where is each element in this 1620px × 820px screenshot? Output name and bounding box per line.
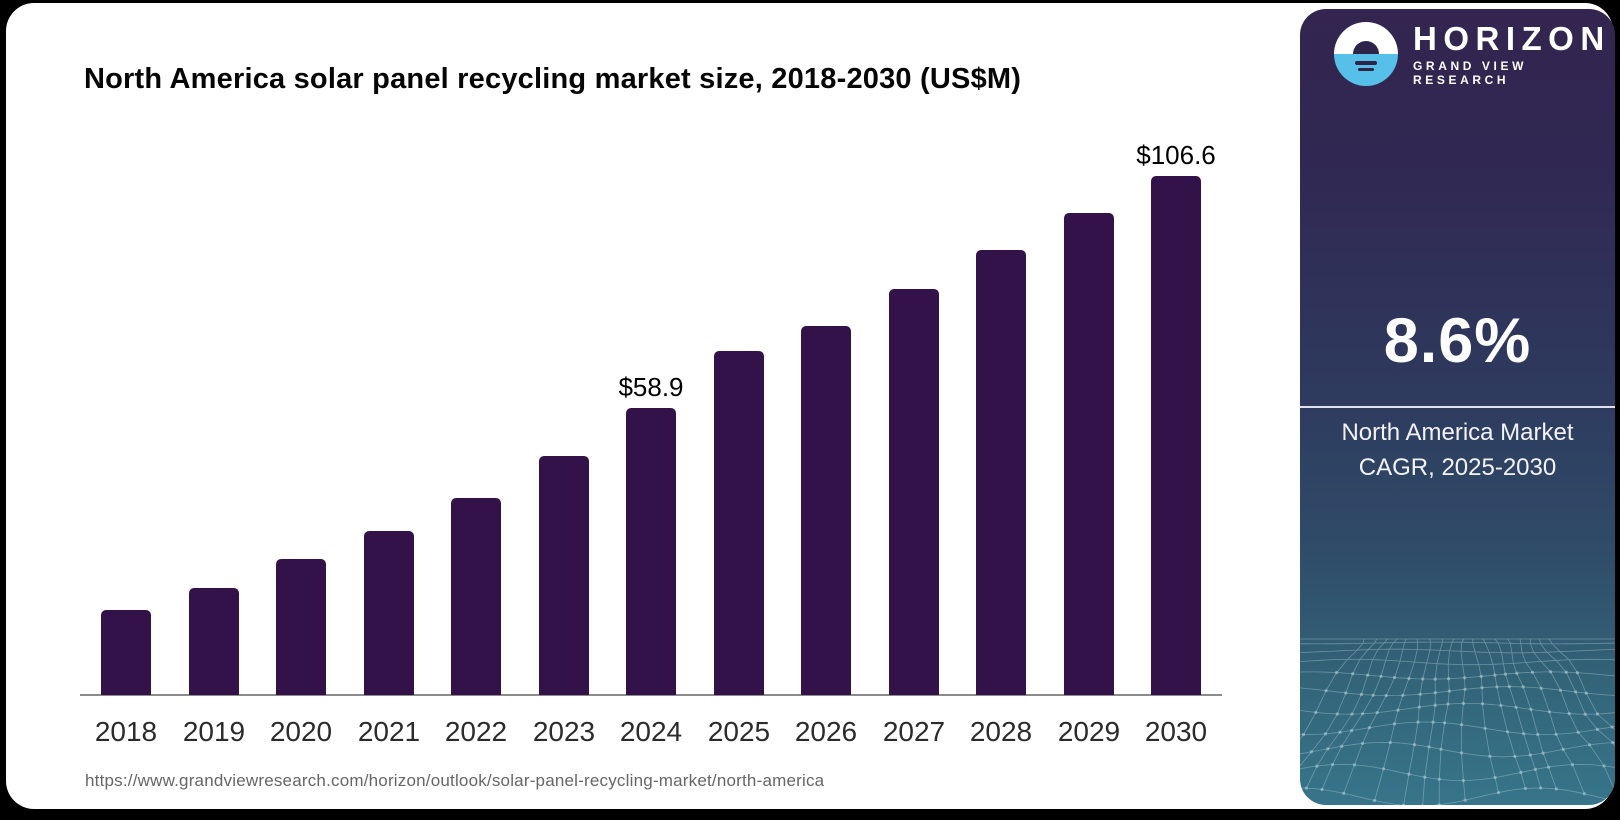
x-tick-2022: 2022: [444, 716, 508, 747]
bar-2023: [539, 456, 589, 695]
x-tick-2025: 2025: [707, 716, 771, 747]
sun-dome-icon: [1353, 41, 1379, 54]
sub-brand-name: GRAND VIEW RESEARCH: [1413, 59, 1527, 87]
chart-title: North America solar panel recycling mark…: [84, 63, 1022, 96]
sidebar-panel: HORIZON GRAND VIEW RESEARCH 8.6% North A…: [1300, 9, 1615, 805]
bar-2024: [626, 408, 676, 695]
x-tick-2030: 2030: [1144, 716, 1208, 747]
bar-2030: [1151, 176, 1201, 695]
bar-value-label-2024: $58.9: [618, 372, 684, 402]
cagr-value: 8.6%: [1383, 306, 1532, 376]
brand-name: HORIZON: [1413, 20, 1611, 57]
divider-line: [1300, 406, 1615, 408]
bar-2028: [976, 250, 1026, 695]
bar-2019: [189, 588, 239, 695]
brand-logo: HORIZON GRAND VIEW RESEARCH: [1334, 21, 1604, 87]
bar-2020: [276, 559, 326, 695]
cagr-caption-line1: North America Market: [1341, 419, 1574, 446]
bar-2026: [801, 326, 851, 695]
bar-2025: [714, 351, 764, 695]
cagr-caption-line2: CAGR, 2025-2030: [1358, 454, 1557, 481]
x-tick-2021: 2021: [357, 716, 421, 747]
x-tick-2019: 2019: [182, 716, 246, 747]
sun-reflection-line-icon: [1355, 61, 1377, 65]
bar-2029: [1064, 213, 1114, 695]
cagr-caption: North America Market CAGR, 2025-2030: [1300, 415, 1615, 485]
bar-2021: [364, 531, 414, 695]
bar-value-label-2030: $106.6: [1136, 140, 1216, 170]
bar-2027: [889, 289, 939, 695]
horizon-sun-circle-icon: [1334, 22, 1398, 86]
x-tick-2028: 2028: [969, 716, 1033, 747]
source-url-link[interactable]: https://www.grandviewresearch.com/horizo…: [85, 771, 825, 790]
x-tick-2020: 2020: [269, 716, 333, 747]
x-tick-2027: 2027: [882, 716, 946, 747]
wireframe-mesh-decoration: [1300, 638, 1615, 805]
x-tick-2026: 2026: [794, 716, 858, 747]
x-tick-2023: 2023: [532, 716, 596, 747]
bar-2022: [451, 498, 501, 695]
x-tick-2018: 2018: [94, 716, 158, 747]
report-card: North America solar panel recycling mark…: [6, 3, 1615, 809]
brand-wordmark: HORIZON GRAND VIEW RESEARCH: [1413, 20, 1611, 88]
bar-2018: [101, 610, 151, 695]
x-tick-2029: 2029: [1057, 716, 1121, 747]
x-axis-line: [80, 694, 1222, 696]
sun-reflection-line-icon: [1358, 68, 1374, 71]
x-tick-2024: 2024: [619, 716, 683, 747]
